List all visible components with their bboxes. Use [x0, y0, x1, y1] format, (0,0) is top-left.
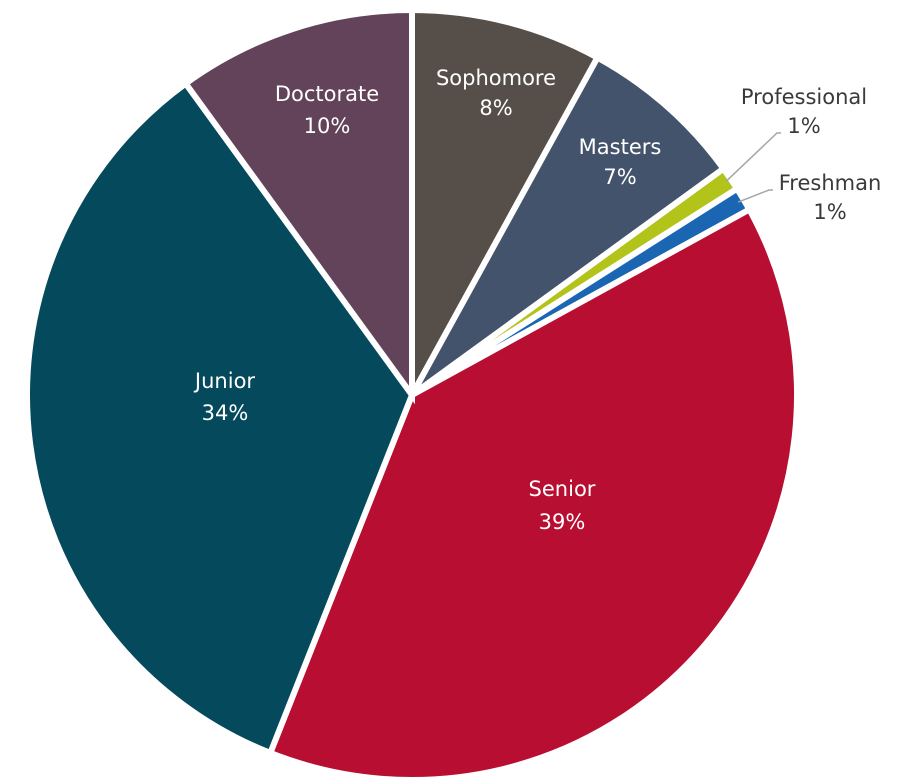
- leader-line-professional: [724, 132, 781, 183]
- slice-label-masters: Masters: [579, 135, 662, 159]
- pie-slice-masters: [409, 53, 728, 398]
- leader-line-freshman: [737, 189, 773, 203]
- slice-label-sophomore: Sophomore: [436, 66, 556, 90]
- pie-slice-junior: [24, 79, 416, 757]
- pie-slice-doctorate: [181, 6, 415, 405]
- slice-value-junior: 34%: [202, 401, 249, 425]
- slice-value-masters: 7%: [603, 165, 636, 189]
- slice-label-professional: Professional: [741, 85, 867, 109]
- slice-label-senior: Senior: [529, 477, 596, 501]
- slice-value-freshman: 1%: [813, 200, 846, 224]
- slice-value-professional: 1%: [787, 114, 820, 138]
- slice-label-freshman: Freshman: [779, 171, 882, 195]
- slice-label-junior: Junior: [193, 369, 255, 393]
- slice-value-sophomore: 8%: [479, 96, 512, 120]
- pie-slice-senior: [266, 205, 800, 783]
- pie-slice-sophomore: [409, 6, 602, 397]
- slice-value-doctorate: 10%: [304, 114, 351, 138]
- pie-slices: [24, 6, 800, 783]
- pie-labels: Sophomore 8% Masters 7% Professional 1% Freshm…: [193, 66, 881, 534]
- slice-value-senior: 39%: [539, 510, 586, 534]
- slice-label-doctorate: Doctorate: [275, 82, 379, 106]
